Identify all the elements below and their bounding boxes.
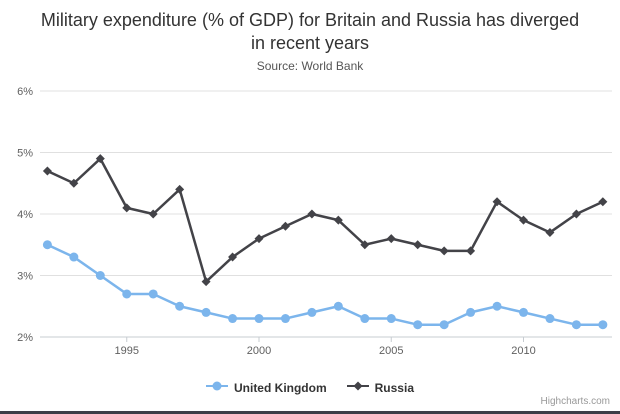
data-point[interactable] bbox=[254, 314, 264, 324]
data-point[interactable] bbox=[413, 320, 423, 330]
data-point[interactable] bbox=[42, 166, 52, 176]
series-line[interactable] bbox=[46, 157, 605, 283]
data-point[interactable] bbox=[466, 246, 476, 256]
data-point[interactable] bbox=[571, 209, 581, 219]
x-axis-label: 2010 bbox=[511, 345, 535, 357]
data-point[interactable] bbox=[201, 277, 211, 287]
series-russia[interactable] bbox=[42, 154, 608, 287]
data-point[interactable] bbox=[413, 240, 423, 250]
data-point[interactable] bbox=[386, 234, 396, 244]
data-point[interactable] bbox=[598, 197, 608, 207]
x-axis-label: 1995 bbox=[115, 345, 139, 357]
data-point[interactable] bbox=[333, 215, 343, 225]
y-axis-label: 4% bbox=[17, 209, 33, 221]
chart-title: Military expenditure (% of GDP) for Brit… bbox=[40, 10, 580, 53]
legend-label-united-kingdom: United Kingdom bbox=[233, 381, 327, 395]
data-point[interactable] bbox=[307, 307, 317, 317]
data-point[interactable] bbox=[69, 178, 79, 188]
series-united-kingdom[interactable] bbox=[42, 240, 608, 330]
data-point[interactable] bbox=[122, 289, 132, 299]
data-point[interactable] bbox=[280, 314, 290, 324]
chart-subtitle: Source: World Bank bbox=[256, 59, 364, 73]
data-point[interactable] bbox=[42, 240, 52, 250]
legend: United Kingdom Russia bbox=[0, 379, 620, 397]
window-bottom-edge bbox=[0, 411, 620, 414]
data-point[interactable] bbox=[201, 307, 211, 317]
data-point[interactable] bbox=[69, 252, 79, 262]
data-point[interactable] bbox=[439, 246, 449, 256]
data-point[interactable] bbox=[122, 203, 132, 213]
united-kingdom-series-marker-icon bbox=[205, 379, 228, 397]
data-point[interactable] bbox=[95, 154, 105, 164]
data-point[interactable] bbox=[571, 320, 581, 330]
data-point[interactable] bbox=[545, 314, 555, 324]
data-point[interactable] bbox=[466, 307, 476, 317]
data-point[interactable] bbox=[519, 307, 528, 317]
legend-item-russia[interactable]: Russia bbox=[346, 379, 414, 397]
data-point[interactable] bbox=[254, 234, 264, 244]
y-axis-label: 2% bbox=[17, 332, 33, 344]
data-point[interactable] bbox=[386, 314, 396, 324]
data-point[interactable] bbox=[280, 221, 290, 231]
data-point[interactable] bbox=[545, 227, 555, 237]
data-point[interactable] bbox=[519, 215, 528, 225]
data-point[interactable] bbox=[333, 301, 343, 311]
y-axis-label: 5% bbox=[17, 148, 33, 160]
series-line[interactable] bbox=[46, 243, 605, 326]
x-axis-label: 2005 bbox=[379, 345, 403, 357]
data-point[interactable] bbox=[148, 209, 158, 219]
russia-series-marker-icon bbox=[346, 379, 369, 397]
data-point[interactable] bbox=[439, 320, 449, 330]
x-axis-label: 2000 bbox=[247, 345, 271, 357]
data-point[interactable] bbox=[492, 197, 502, 207]
data-point[interactable] bbox=[307, 209, 317, 219]
y-axis-label: 6% bbox=[17, 86, 33, 98]
data-point[interactable] bbox=[228, 252, 238, 262]
y-axis-label: 3% bbox=[17, 271, 33, 283]
data-point[interactable] bbox=[598, 320, 608, 330]
data-point[interactable] bbox=[492, 301, 502, 311]
data-point[interactable] bbox=[228, 314, 238, 324]
data-point[interactable] bbox=[360, 314, 370, 324]
data-point[interactable] bbox=[360, 240, 370, 250]
legend-label-russia: Russia bbox=[374, 381, 414, 395]
highcharts-credit-link[interactable]: Highcharts.com bbox=[540, 396, 610, 407]
data-point[interactable] bbox=[148, 289, 158, 299]
legend-item-united-kingdom[interactable]: United Kingdom bbox=[205, 379, 327, 397]
data-point[interactable] bbox=[175, 301, 185, 311]
data-point[interactable] bbox=[95, 271, 105, 280]
data-point[interactable] bbox=[175, 184, 185, 194]
plot-svg[interactable]: 2% 3% 4% 5% 6% 1995 2000 2005 2010 bbox=[0, 78, 620, 373]
